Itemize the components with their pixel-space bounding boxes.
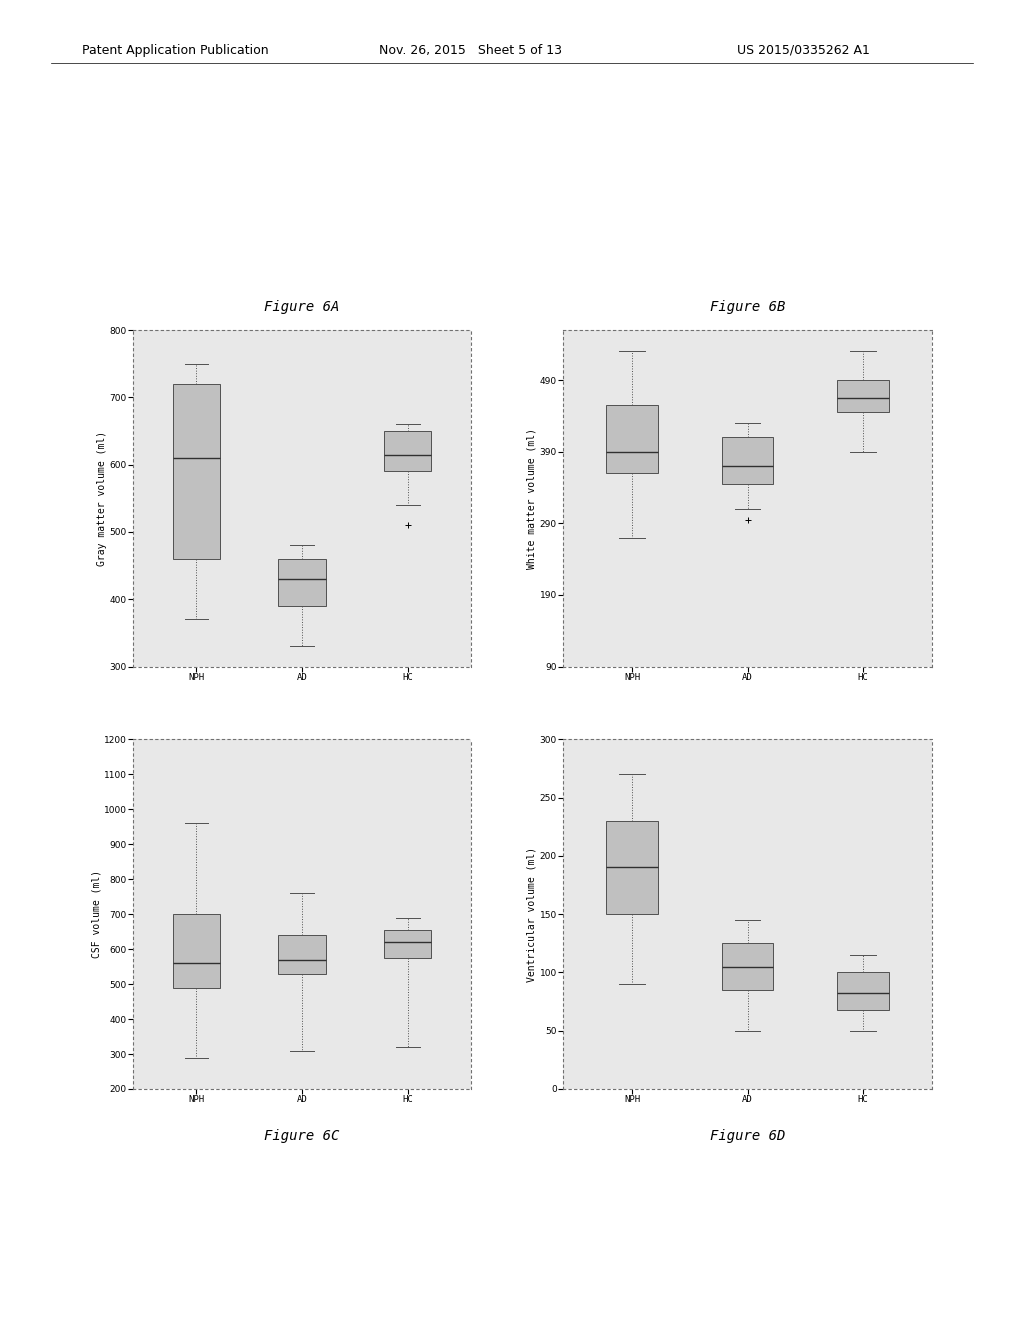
PathPatch shape [722,437,773,484]
Text: Figure 6D: Figure 6D [710,1129,785,1143]
PathPatch shape [837,380,889,412]
PathPatch shape [173,915,220,987]
Y-axis label: Gray matter volume (ml): Gray matter volume (ml) [97,430,106,566]
PathPatch shape [173,384,220,558]
Text: Figure 6C: Figure 6C [264,1129,340,1143]
PathPatch shape [384,929,431,958]
PathPatch shape [837,973,889,1010]
Text: Figure 6B: Figure 6B [710,300,785,314]
Text: US 2015/0335262 A1: US 2015/0335262 A1 [737,44,870,57]
PathPatch shape [384,430,431,471]
Y-axis label: Ventricular volume (ml): Ventricular volume (ml) [527,846,537,982]
Text: Nov. 26, 2015   Sheet 5 of 13: Nov. 26, 2015 Sheet 5 of 13 [379,44,562,57]
Text: Figure 6A: Figure 6A [264,300,340,314]
PathPatch shape [722,944,773,990]
Y-axis label: CSF volume (ml): CSF volume (ml) [91,870,101,958]
Text: Patent Application Publication: Patent Application Publication [82,44,268,57]
PathPatch shape [279,558,326,606]
PathPatch shape [606,405,658,474]
Y-axis label: White matter volume (ml): White matter volume (ml) [527,428,537,569]
PathPatch shape [606,821,658,913]
PathPatch shape [279,935,326,974]
